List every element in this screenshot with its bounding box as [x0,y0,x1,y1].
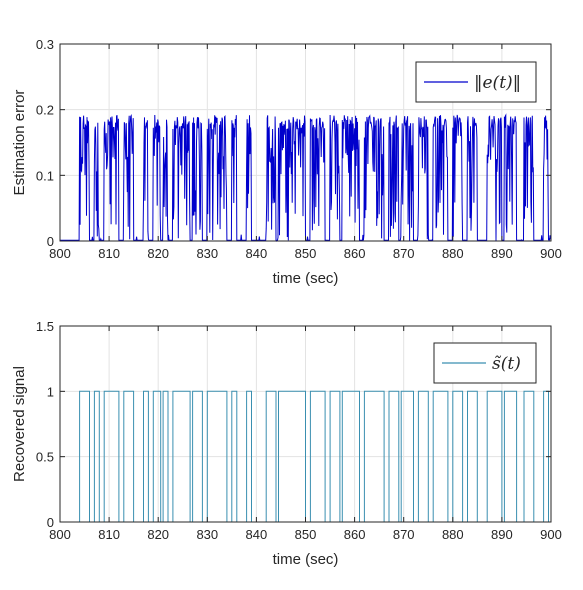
chart2-y-tick-label: 0.5 [36,450,54,465]
chart2-x-tick-label: 880 [442,527,464,542]
chart2-y-tick-label: 1 [47,384,54,399]
chart1-x-axis-label: time (sec) [273,270,339,287]
chart2-x-tick-label: 800 [49,527,71,542]
chart1-y-tick-label: 0.2 [36,103,54,118]
chart1-y-tick-label: 0.1 [36,168,54,183]
chart2-x-axis-label: time (sec) [273,551,339,568]
chart1-y-tick-label: 0.3 [36,37,54,52]
chart1-panel: 800 810 820 830 840 850 860 870 880 890 900 0 0.1 0.2… [11,37,562,287]
chart1-x-tick-label: 860 [344,246,366,261]
chart1-x-tick-label: 870 [393,246,415,261]
chart1-x-tick-label: 850 [295,246,317,261]
chart1-x-tick-label: 880 [442,246,464,261]
chart1-x-tick-label: 810 [98,246,120,261]
chart1-y-axis-label: Estimation error [11,90,28,196]
chart2-x-tick-label: 900 [540,527,562,542]
chart2-x-tick-label: 890 [491,527,513,542]
chart1-x-tick-label: 830 [196,246,218,261]
chart2-x-tick-label: 870 [393,527,415,542]
chart2-x-tick-label: 860 [344,527,366,542]
chart1-x-tick-label: 820 [147,246,169,261]
chart2-x-tick-label: 840 [246,527,268,542]
chart2-y-tick-label: 0 [47,515,54,530]
chart2-x-tick-label: 830 [196,527,218,542]
chart2-y-axis-label: Recovered signal [11,366,28,482]
chart2-x-tick-label: 810 [98,527,120,542]
chart2-panel: 800 810 820 830 840 850 860 870 880 890 900 0 0.5 1 1.… [11,319,562,568]
chart2-x-tick-label: 850 [295,527,317,542]
chart1-x-tick-label: 840 [246,246,268,261]
chart1-x-tick-label: 800 [49,246,71,261]
chart2-y-tick-label: 1.5 [36,319,54,334]
chart2-x-tick-label: 820 [147,527,169,542]
chart1-x-tick-label: 900 [540,246,562,261]
chart1-y-tick-label: 0 [47,234,54,249]
chart1-x-tick-label: 890 [491,246,513,261]
chart1-legend-label: ‖e(t)‖ [474,73,521,93]
chart2-series-line [60,390,551,523]
chart2-legend-label: s̃(t) [492,354,521,374]
